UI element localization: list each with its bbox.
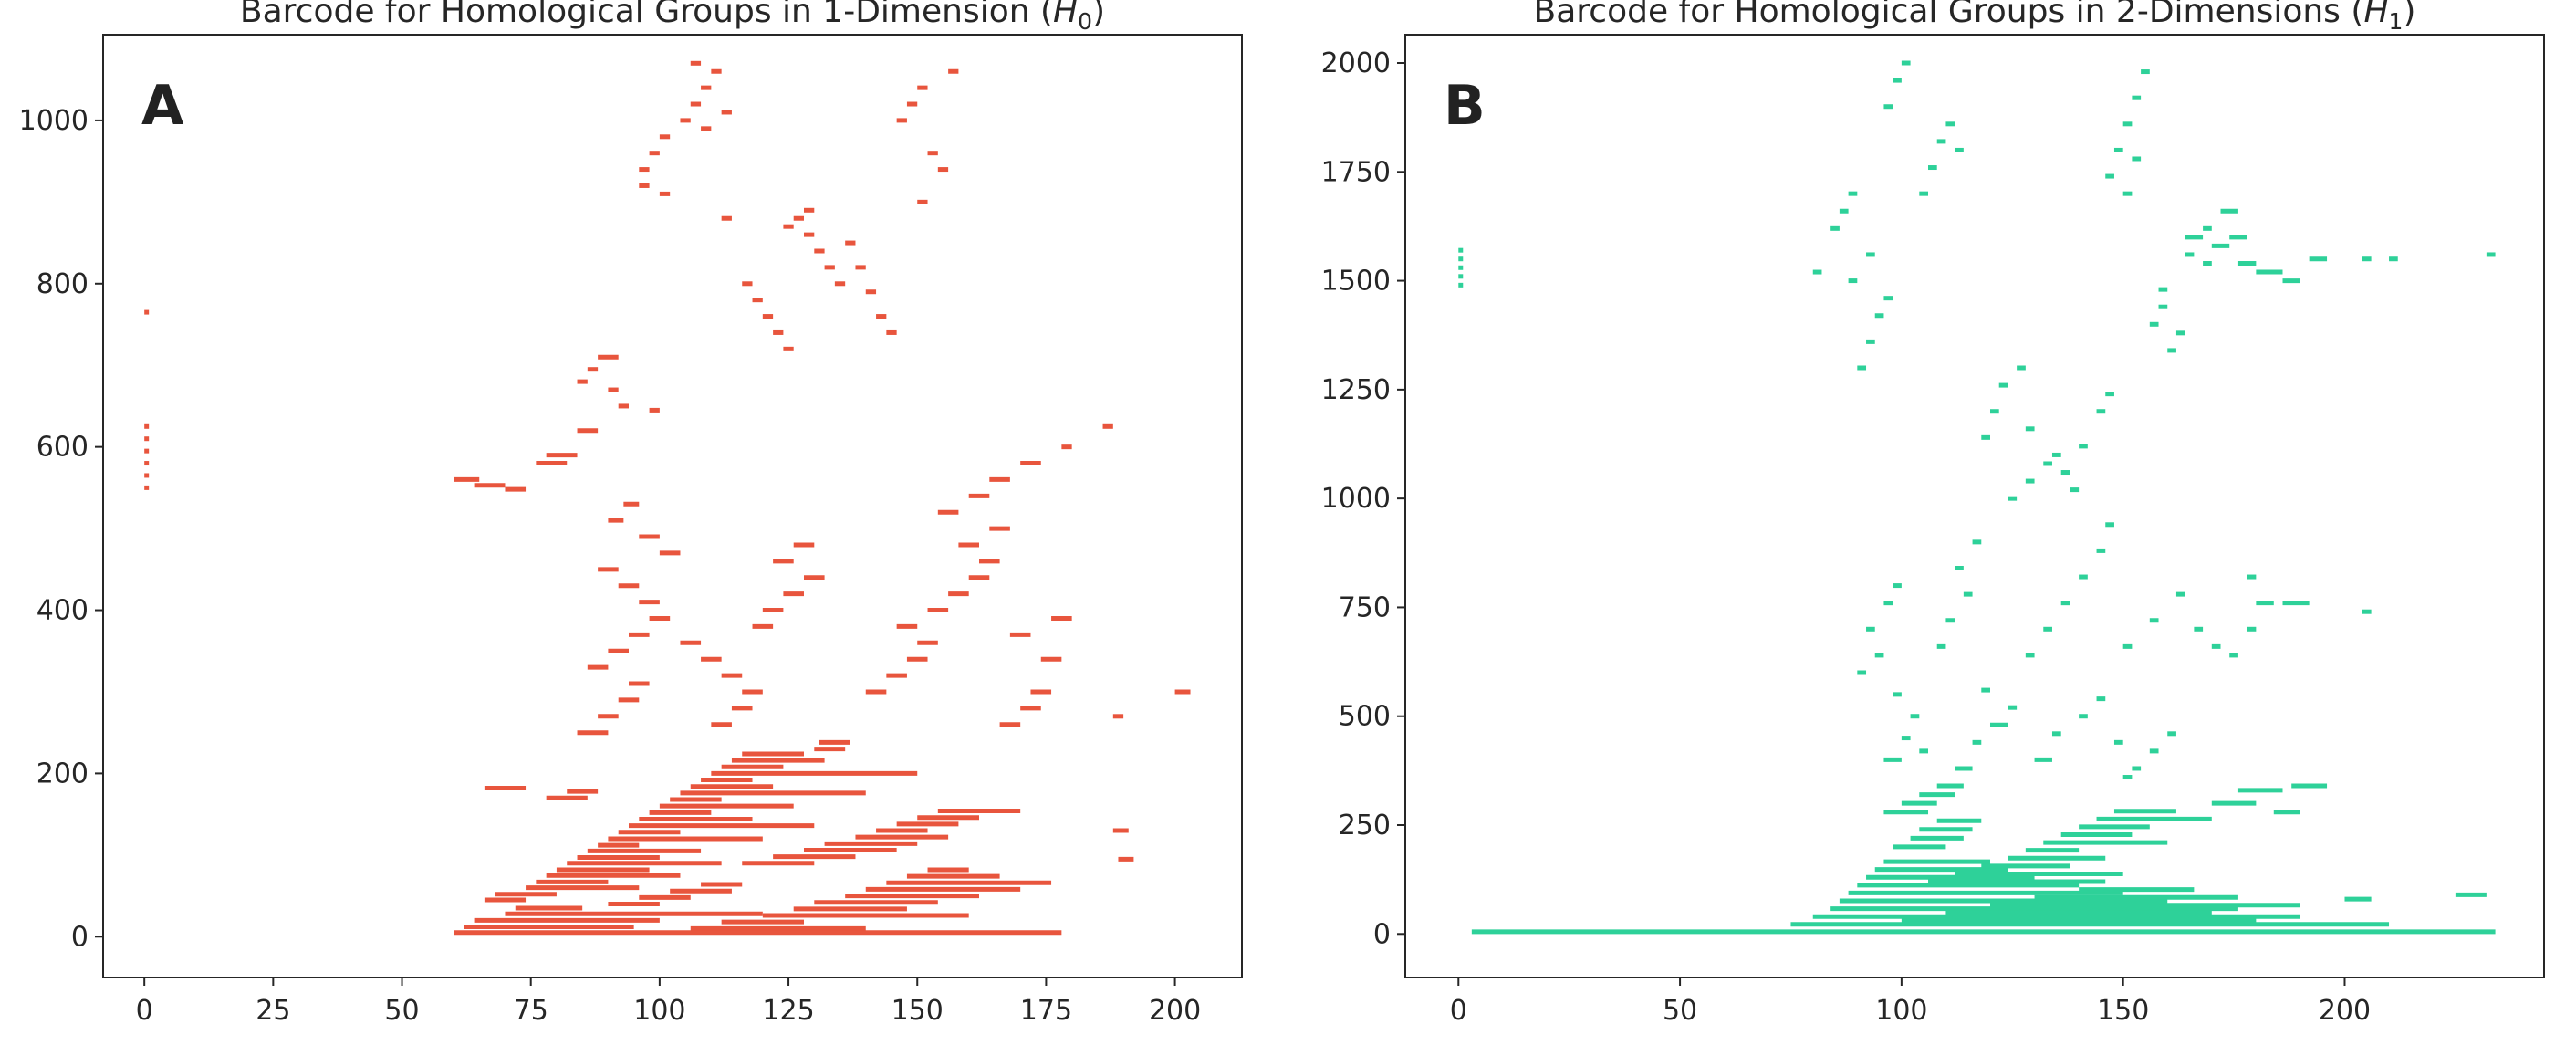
y-tick-label: 2000: [1321, 47, 1391, 79]
panel-label: A: [141, 74, 184, 138]
x-tick-label: 50: [1663, 995, 1697, 1027]
y-tick-label: 1250: [1321, 374, 1391, 406]
x-tick-label: 75: [514, 995, 548, 1027]
y-tick-label: 0: [71, 921, 89, 953]
y-tick-label: 1750: [1321, 156, 1391, 188]
x-tick-label: 150: [892, 995, 944, 1027]
barcode-bars: [144, 60, 1191, 936]
x-tick-label: 0: [1450, 995, 1467, 1027]
plot-area: [1404, 34, 2545, 978]
chart-title-text: Barcode for Homological Groups in 1-Dime…: [240, 0, 1053, 30]
chart-title-symbol: H: [2363, 0, 2388, 30]
chart-title-symbol: H: [1053, 0, 1078, 30]
panel-label: B: [1444, 74, 1486, 138]
y-tick-label: 400: [37, 595, 89, 627]
x-tick-label: 25: [256, 995, 290, 1027]
chart-title-subscript: 1: [2389, 8, 2404, 35]
chart-title-text: Barcode for Homological Groups in 2-Dime…: [1534, 0, 2364, 30]
x-tick-label: 100: [1875, 995, 1927, 1027]
y-tick-label: 800: [37, 268, 89, 300]
barcode-h0-panel: Barcode for Homological Groups in 1-Dime…: [19, 0, 1243, 1027]
y-tick-label: 1500: [1321, 266, 1391, 298]
x-tick-label: 50: [384, 995, 419, 1027]
chart-title-close: ): [1092, 0, 1105, 30]
y-tick-label: 1000: [19, 105, 89, 137]
chart-title: Barcode for Homological Groups in 2-Dime…: [1534, 0, 2416, 35]
y-tick-label: 250: [1339, 810, 1391, 842]
x-tick-label: 125: [762, 995, 814, 1027]
x-tick-label: 200: [1149, 995, 1201, 1027]
x-tick-label: 175: [1020, 995, 1072, 1027]
x-tick-label: 150: [2097, 995, 2149, 1027]
x-tick-label: 200: [2319, 995, 2371, 1027]
y-tick-label: 1000: [1321, 483, 1391, 515]
chart-title: Barcode for Homological Groups in 1-Dime…: [240, 0, 1105, 35]
y-tick-label: 600: [37, 432, 89, 464]
y-tick-label: 750: [1339, 591, 1391, 623]
y-tick-label: 200: [37, 758, 89, 789]
plot-area: [102, 34, 1243, 978]
barcode-h1-panel: Barcode for Homological Groups in 2-Dime…: [1321, 0, 2545, 1027]
y-tick-label: 0: [1373, 918, 1391, 950]
y-tick-label: 500: [1339, 701, 1391, 733]
chart-title-close: ): [2403, 0, 2415, 30]
x-tick-label: 0: [136, 995, 153, 1027]
chart-title-subscript: 0: [1078, 8, 1092, 35]
barcode-bars: [1458, 60, 2496, 935]
x-tick-label: 100: [633, 995, 685, 1027]
